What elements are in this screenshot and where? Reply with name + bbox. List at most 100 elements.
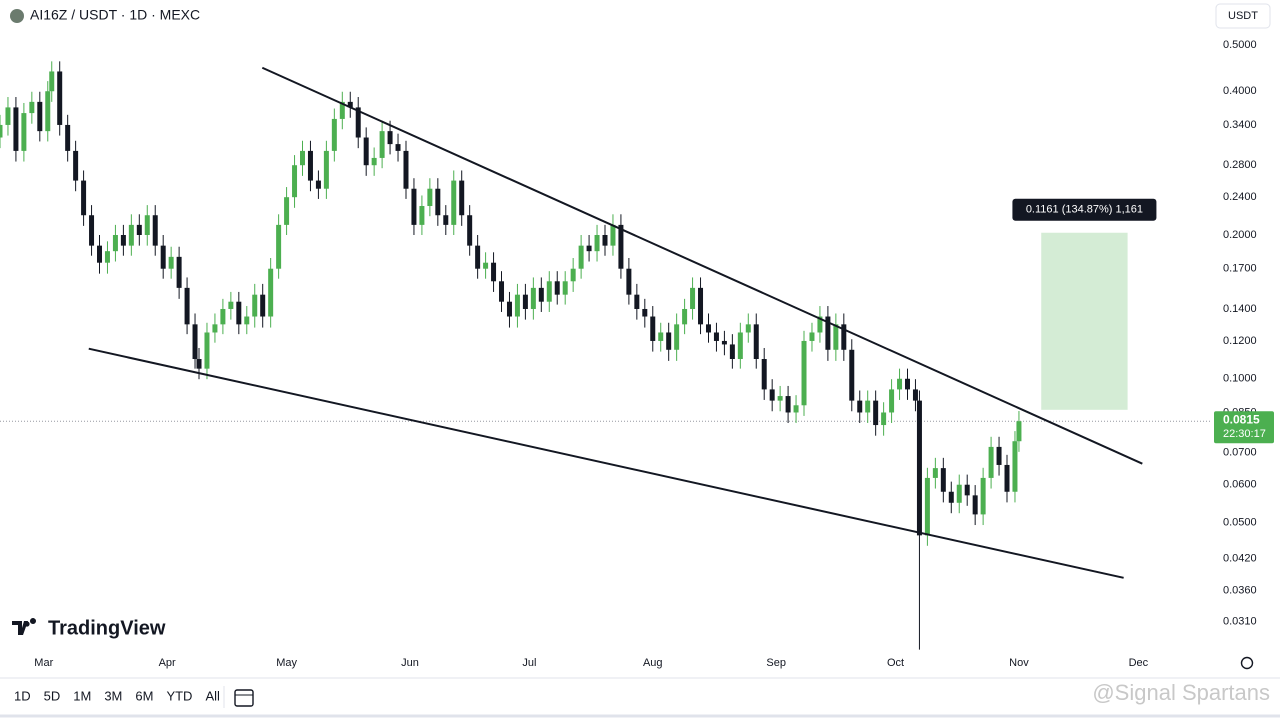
candle-body	[881, 412, 887, 426]
candle-body	[355, 107, 361, 138]
candle-body	[873, 400, 879, 426]
candle-body	[698, 287, 704, 325]
logo-icon	[12, 618, 36, 635]
candle-body	[112, 235, 118, 252]
candle-body	[964, 484, 970, 496]
y-tick-label: 0.2000	[1223, 229, 1257, 241]
y-tick-label: 0.1700	[1223, 263, 1257, 275]
x-tick-label: Oct	[887, 657, 904, 669]
candle-body	[196, 358, 202, 369]
candle-body	[777, 396, 783, 401]
candle-body	[996, 446, 1002, 465]
timeframe-button[interactable]: YTD	[166, 688, 192, 703]
candle-body	[682, 308, 688, 325]
candle-body	[220, 308, 226, 325]
y-tick-label: 0.0600	[1223, 479, 1257, 491]
candle-body	[451, 180, 457, 225]
trendline	[88, 347, 1124, 579]
candle-body	[737, 332, 743, 359]
y-tick-label: 0.4000	[1223, 85, 1257, 97]
range-label-bg	[1012, 198, 1157, 221]
candle-body	[538, 287, 544, 302]
candle-body	[323, 150, 329, 189]
y-tick-label: 0.0700	[1223, 447, 1257, 459]
currency-button[interactable]	[1215, 3, 1271, 29]
candle-body	[546, 281, 552, 302]
x-tick-label: Nov	[1009, 657, 1029, 669]
logo-dot	[24, 621, 30, 627]
candles	[0, 61, 1022, 650]
candle-body	[594, 235, 600, 252]
symbol-icon	[10, 9, 24, 23]
candle-body	[160, 245, 166, 269]
candle-body	[705, 324, 711, 333]
countdown-label: 22:30:17	[1223, 428, 1266, 440]
candle-body	[940, 468, 946, 492]
y-tick-label: 0.0360	[1223, 585, 1257, 597]
range-box	[1041, 232, 1128, 410]
candle-body	[228, 301, 234, 309]
candle-body	[459, 180, 465, 216]
y-tick-label: 0.1200	[1223, 335, 1257, 347]
candle-body	[674, 324, 680, 350]
candle-body	[626, 268, 632, 295]
candle-body	[745, 324, 751, 333]
candle-body	[252, 294, 258, 317]
candle-body	[13, 107, 19, 151]
candle-body	[419, 206, 425, 225]
x-tick-label: Aug	[643, 657, 663, 669]
candle-body	[411, 188, 417, 225]
last-price-label: 0.0815	[1223, 412, 1260, 426]
candle-body	[578, 245, 584, 269]
timeframe-button[interactable]: 6M	[135, 688, 153, 703]
candle-body	[761, 358, 767, 390]
candle-body	[857, 400, 863, 413]
candle-body	[912, 389, 918, 401]
candle-body	[427, 188, 433, 207]
currency-label[interactable]: USDT	[1228, 10, 1258, 22]
candle-body	[483, 262, 489, 269]
timeframe-button[interactable]: 1M	[73, 688, 91, 703]
y-tick-label: 0.0420	[1223, 553, 1257, 565]
candle-body	[562, 281, 568, 295]
logo-text: TradingView	[48, 617, 166, 639]
y-tick-label: 0.1000	[1223, 373, 1257, 385]
settings-icon[interactable]	[1240, 656, 1254, 670]
candle-body	[128, 224, 134, 246]
candle-body	[793, 405, 799, 413]
candle-body	[49, 71, 55, 92]
candle-body	[972, 495, 978, 515]
y-tick-label: 0.2800	[1223, 159, 1257, 171]
timeframe-button[interactable]: 5D	[44, 688, 61, 703]
calendar-icon[interactable]	[234, 689, 254, 707]
candle-body	[570, 268, 576, 282]
candle-body	[956, 484, 962, 503]
y-tick-label: 0.2400	[1223, 191, 1257, 203]
calendar-frame[interactable]	[234, 689, 254, 707]
timeframe-button[interactable]: 1D	[14, 688, 31, 703]
candle-body	[236, 301, 242, 325]
candle-body	[379, 131, 385, 158]
candle-body	[642, 308, 648, 317]
candle-body	[387, 131, 393, 145]
candle-body	[801, 340, 807, 406]
x-tick-label: Mar	[34, 657, 53, 669]
candle-body	[284, 197, 290, 225]
y-tick-label: 0.0500	[1223, 516, 1257, 528]
candle-body	[825, 316, 831, 350]
timeframe-button[interactable]: 3M	[104, 688, 122, 703]
candle-body	[753, 324, 759, 359]
candle-body	[865, 400, 871, 413]
candle-body	[721, 340, 727, 345]
candle-body	[212, 324, 218, 333]
candle-body	[610, 224, 616, 246]
y-tick-label: 0.0310	[1223, 616, 1257, 628]
candle-body	[184, 287, 190, 325]
candle-body	[522, 294, 528, 309]
candle-body	[104, 251, 110, 263]
logo: TradingView	[12, 617, 166, 639]
x-tick-label: Jun	[401, 657, 419, 669]
timeframe-button[interactable]: All	[205, 688, 220, 703]
candle-body	[73, 150, 79, 181]
candle-body	[889, 389, 895, 413]
